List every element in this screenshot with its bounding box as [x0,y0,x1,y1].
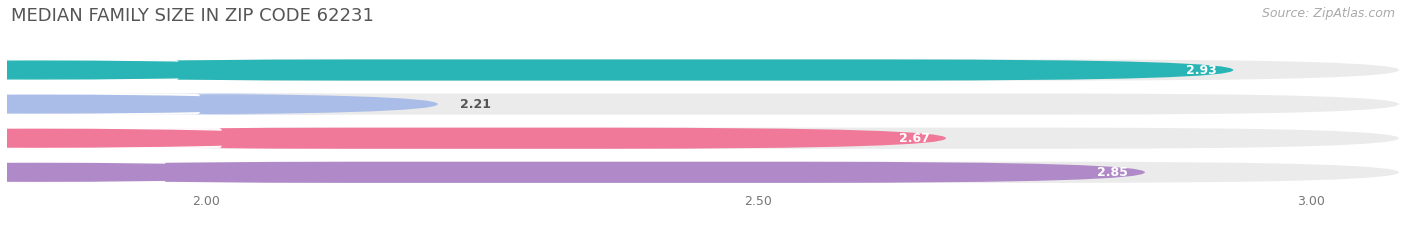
Circle shape [0,129,322,147]
FancyBboxPatch shape [7,128,1399,149]
FancyBboxPatch shape [7,93,437,115]
Text: Source: ZipAtlas.com: Source: ZipAtlas.com [1261,7,1395,20]
Text: MEDIAN FAMILY SIZE IN ZIP CODE 62231: MEDIAN FAMILY SIZE IN ZIP CODE 62231 [11,7,374,25]
Text: 2.85: 2.85 [1098,166,1129,179]
Circle shape [0,163,322,181]
FancyBboxPatch shape [7,162,1399,183]
Text: Married-Couple: Married-Couple [73,64,176,76]
FancyBboxPatch shape [7,93,1399,115]
Text: Single Male/Father: Single Male/Father [73,98,197,111]
Text: 2.67: 2.67 [898,132,929,145]
FancyBboxPatch shape [7,59,1233,81]
Text: Single Female/Mother: Single Female/Mother [73,132,218,145]
Text: 2.93: 2.93 [1185,64,1216,76]
Circle shape [0,61,322,79]
FancyBboxPatch shape [7,162,1144,183]
FancyBboxPatch shape [7,128,946,149]
Text: 2.21: 2.21 [460,98,491,111]
FancyBboxPatch shape [7,59,1399,81]
Circle shape [0,95,322,113]
Text: Total Families: Total Families [73,166,162,179]
